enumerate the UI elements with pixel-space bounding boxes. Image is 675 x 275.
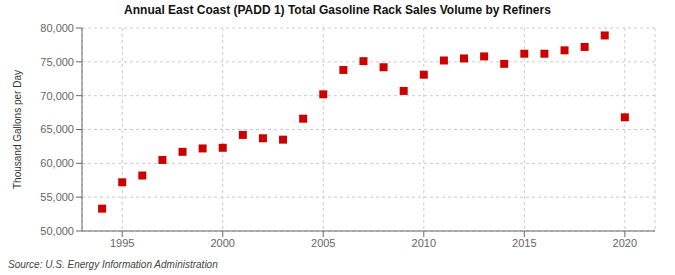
svg-text:2000: 2000: [210, 237, 234, 249]
html-text:Annual East Coast (PADD 1) Tot: Annual East Coast (PADD 1) Total Gasolin…: [124, 3, 551, 17]
html-text:Source: U.S. Energy Informatio: Source: U.S. Energy Information Administ…: [8, 259, 218, 270]
svg-text:70,000: 70,000: [40, 90, 74, 102]
svg-text:Thousand Gallons per Day: Thousand Gallons per Day: [12, 70, 23, 189]
svg-text:75,000: 75,000: [40, 56, 74, 68]
svg-text:2015: 2015: [512, 237, 536, 249]
svg-text:65,000: 65,000: [40, 123, 74, 135]
svg-text:2020: 2020: [613, 237, 637, 249]
svg-text:60,000: 60,000: [40, 157, 74, 169]
svg-text:50,000: 50,000: [40, 225, 74, 237]
svg-text:1995: 1995: [110, 237, 134, 249]
svg-text:55,000: 55,000: [40, 191, 74, 203]
svg-text:80,000: 80,000: [40, 22, 74, 34]
svg-text:2005: 2005: [311, 237, 335, 249]
svg-text:2010: 2010: [412, 237, 436, 249]
